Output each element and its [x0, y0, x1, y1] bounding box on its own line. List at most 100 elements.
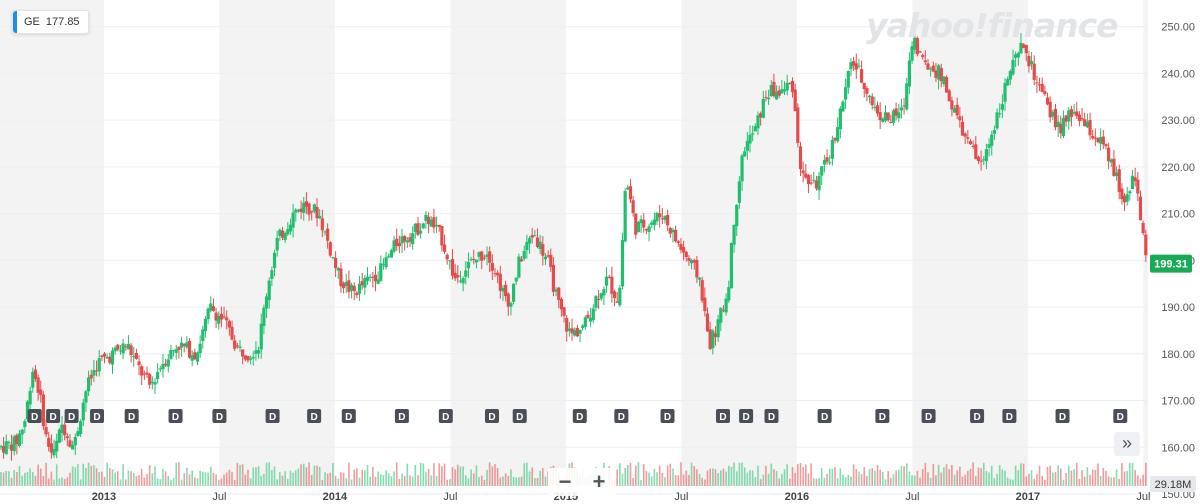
candle-body — [413, 223, 417, 233]
candle-body — [76, 431, 80, 436]
candle-body — [326, 228, 330, 241]
candle-body — [304, 201, 309, 207]
volume-bar — [648, 472, 650, 486]
volume-bar — [820, 468, 823, 486]
volume-bar — [874, 470, 876, 486]
volume-bar — [90, 465, 93, 486]
candle-body — [604, 276, 609, 286]
candle-body — [1096, 137, 1100, 143]
candle-body — [1125, 194, 1129, 202]
volume-bar — [305, 467, 308, 486]
candle-body — [94, 370, 99, 372]
candle-body — [1022, 44, 1026, 48]
candle-body — [1101, 136, 1105, 145]
volume-bar — [438, 463, 441, 486]
candle-body — [634, 213, 638, 235]
volume-bar — [204, 472, 207, 486]
volume-bar — [701, 477, 703, 486]
ticker-value: 177.85 — [45, 16, 80, 28]
candle-body — [647, 226, 651, 233]
candle-body — [859, 69, 864, 83]
candle-body — [1069, 109, 1074, 117]
y-tick-label: 210.00 — [1161, 209, 1195, 221]
volume-bar — [207, 472, 209, 486]
volume-bar — [220, 478, 223, 486]
candle-body — [384, 257, 388, 268]
candle-body — [798, 146, 803, 170]
volume-bar — [146, 473, 148, 486]
candle-body — [767, 97, 771, 100]
volume-bar — [69, 472, 71, 486]
candle-body — [650, 222, 654, 225]
volume-bar — [916, 470, 919, 486]
candle-body — [405, 240, 409, 243]
volume-bar — [507, 475, 510, 486]
volume-bar — [183, 473, 186, 486]
volume-bar — [82, 463, 85, 486]
candle-body — [756, 115, 760, 129]
volume-bar — [534, 478, 536, 486]
y-tick-label: 220.00 — [1161, 162, 1195, 174]
candle-body — [158, 368, 162, 370]
dividend-marker-label: D — [925, 412, 932, 423]
fast-forward-button[interactable]: » — [1114, 432, 1140, 456]
volume-bar — [74, 467, 77, 486]
candle-body — [849, 62, 853, 70]
volume-bar — [313, 465, 316, 486]
volume-bar — [257, 466, 260, 486]
candle-body — [812, 179, 816, 181]
volume-bar — [998, 465, 1001, 486]
volume-bar — [334, 476, 337, 486]
y-tick-label: 190.00 — [1161, 302, 1195, 314]
volume-bar — [478, 477, 480, 486]
candle-body — [450, 259, 455, 276]
candle-body — [1099, 137, 1103, 144]
candle-body — [692, 260, 696, 263]
volume-bar — [1065, 472, 1067, 486]
dividend-marker-label: D — [442, 412, 449, 423]
dividend-marker — [90, 409, 105, 423]
dividend-marker-label: D — [516, 412, 523, 423]
candle-body — [719, 307, 723, 323]
candle-body — [331, 256, 335, 258]
dividend-marker — [64, 409, 79, 423]
volume-bar — [45, 462, 47, 486]
candle-body — [411, 233, 415, 245]
candle-body — [1064, 115, 1068, 122]
candle-body — [615, 301, 619, 303]
candle-body — [222, 316, 226, 318]
candle-body — [583, 317, 587, 327]
volume-bar — [1123, 471, 1126, 486]
candle-body — [264, 296, 269, 309]
volume-bar — [98, 472, 101, 486]
volume-bar — [342, 472, 345, 486]
candle-body — [102, 353, 107, 357]
volume-bar — [518, 477, 520, 486]
candle-body — [974, 144, 978, 159]
candle-body — [937, 65, 941, 80]
candle-body — [806, 175, 811, 185]
volume-bar — [164, 471, 167, 486]
volume-bar — [887, 471, 889, 486]
volume-bar — [441, 466, 443, 486]
zoom-out-button[interactable]: − — [558, 469, 572, 494]
candle-body — [897, 112, 901, 119]
volume-bar — [1075, 462, 1078, 486]
volume-bar — [101, 471, 103, 486]
ticker-badge[interactable]: GE 177.85 — [12, 10, 89, 34]
volume-bar — [316, 465, 318, 486]
candle-body — [753, 126, 757, 132]
candle-body — [1117, 169, 1121, 192]
volume-bar — [704, 479, 706, 486]
candle-body — [1104, 144, 1108, 147]
zoom-in-button[interactable]: + — [592, 469, 606, 494]
candle-body — [644, 228, 649, 231]
candle-body — [1122, 195, 1127, 203]
candle-body — [392, 240, 396, 252]
volume-bar — [1131, 463, 1134, 486]
volume-bar — [63, 478, 66, 486]
volume-bar — [1097, 463, 1099, 486]
volume-bar — [619, 463, 621, 486]
